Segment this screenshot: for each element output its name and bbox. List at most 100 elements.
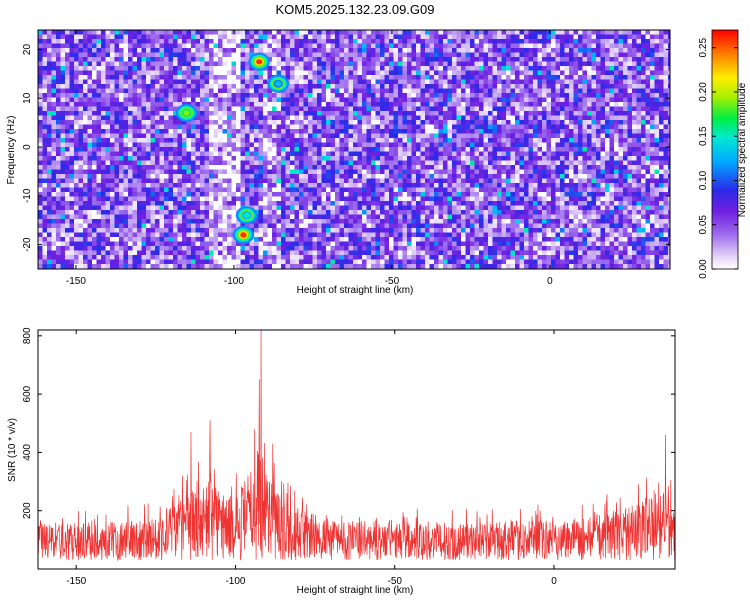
heatmap-cell	[294, 102, 300, 107]
heatmap-cell	[249, 106, 255, 112]
heatmap-cell	[227, 30, 232, 35]
heatmap-cell	[470, 52, 475, 58]
heatmap-cell	[650, 66, 655, 71]
heatmap-cell	[213, 133, 219, 139]
heatmap-cell	[335, 84, 340, 89]
heatmap-cell	[83, 57, 88, 62]
heatmap-cell	[267, 129, 273, 134]
heatmap-cell	[618, 70, 624, 76]
heatmap-cell	[497, 160, 502, 166]
heatmap-cell	[222, 30, 228, 35]
heatmap-cell	[254, 102, 259, 107]
heatmap-cell	[218, 88, 223, 94]
heatmap-cell	[78, 93, 84, 98]
heatmap-cell	[42, 106, 48, 112]
heatmap-cell	[659, 165, 664, 170]
heatmap-cell	[573, 88, 579, 94]
heatmap-cell	[186, 165, 192, 170]
heatmap-cell	[312, 174, 318, 179]
heatmap-cell	[92, 79, 97, 85]
heatmap-cell	[483, 124, 489, 130]
heatmap-cell	[303, 66, 309, 71]
heatmap-cell	[204, 93, 210, 98]
heatmap-cell	[654, 147, 660, 152]
heatmap-cell	[317, 43, 322, 49]
heatmap-cell	[380, 34, 385, 40]
heatmap-cell	[312, 147, 318, 152]
heatmap-cell	[344, 48, 349, 53]
heatmap-cell	[101, 147, 106, 152]
heatmap-cell	[389, 79, 394, 85]
heatmap-cell	[258, 70, 264, 76]
heatmap-cell	[128, 34, 133, 40]
heatmap-cell	[636, 97, 642, 103]
heatmap-cell	[366, 70, 372, 76]
heatmap-cell	[173, 106, 178, 112]
heatmap-cell	[132, 34, 138, 40]
heatmap-cell	[488, 160, 493, 166]
heatmap-cell	[479, 124, 484, 130]
heatmap-cell	[483, 111, 489, 116]
heatmap-cell	[357, 111, 363, 116]
heatmap-cell	[488, 183, 493, 188]
heatmap-cell	[213, 111, 219, 116]
heatmap-cell	[501, 66, 507, 71]
heatmap-cell	[632, 52, 637, 58]
heatmap-cell	[321, 57, 327, 62]
heatmap-cell	[240, 111, 246, 116]
heatmap-cell	[56, 88, 61, 94]
heatmap-cell	[65, 93, 70, 98]
heatmap-cell	[60, 88, 66, 94]
heatmap-cell	[546, 75, 552, 80]
heatmap-cell	[645, 88, 651, 94]
heatmap-cell	[231, 160, 237, 166]
heatmap-cell	[159, 39, 165, 44]
heatmap-cell	[650, 133, 655, 139]
heatmap-cell	[353, 106, 358, 112]
heatmap-cell	[398, 147, 403, 152]
heatmap-cell	[105, 183, 111, 188]
heatmap-cell	[96, 43, 102, 49]
heatmap-cell	[524, 165, 529, 170]
heatmap-cell	[78, 48, 84, 53]
heatmap-cell	[290, 57, 295, 62]
heatmap-cell	[380, 75, 385, 80]
heatmap-cell	[537, 52, 543, 58]
heatmap-cell	[569, 30, 574, 35]
heatmap-cell	[245, 165, 250, 170]
heatmap-cell	[168, 183, 174, 188]
heatmap-cell	[38, 147, 43, 152]
heatmap-cell	[447, 147, 453, 152]
heatmap-cell	[407, 178, 412, 184]
heatmap-cell	[272, 66, 277, 71]
heatmap-cell	[362, 111, 367, 116]
heatmap-cell	[605, 57, 610, 62]
heatmap-cell	[272, 169, 277, 175]
heatmap-cell	[155, 61, 160, 67]
heatmap-cell	[218, 93, 223, 98]
heatmap-cell	[78, 120, 84, 125]
heatmap-cell	[308, 97, 313, 103]
heatmap-cell	[551, 156, 556, 161]
heatmap-cell	[335, 34, 340, 40]
heatmap-cell	[222, 160, 228, 166]
heatmap-cell	[456, 169, 462, 175]
heatmap-cell	[173, 43, 178, 49]
heatmap-cell	[384, 160, 390, 166]
heatmap-cell	[465, 138, 471, 143]
heatmap-cell	[335, 124, 340, 130]
heatmap-cell	[623, 79, 628, 85]
heatmap-cell	[380, 115, 385, 121]
heatmap-cell	[452, 138, 457, 143]
heatmap-cell	[245, 147, 250, 152]
heatmap-cell	[614, 111, 619, 116]
heatmap-cell	[438, 43, 444, 49]
heatmap-cell	[200, 160, 205, 166]
heatmap-cell	[510, 66, 516, 71]
heatmap-cell	[222, 183, 228, 188]
heatmap-cell	[245, 52, 250, 58]
heatmap-cell	[326, 169, 331, 175]
heatmap-cell	[600, 52, 606, 58]
heatmap-cell	[546, 160, 552, 166]
heatmap-cell	[128, 30, 133, 35]
